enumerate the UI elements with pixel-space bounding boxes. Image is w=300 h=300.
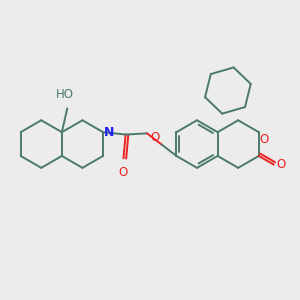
Text: O: O — [150, 130, 160, 144]
Text: HO: HO — [56, 88, 74, 101]
Text: O: O — [119, 166, 128, 179]
Text: O: O — [276, 158, 285, 171]
Text: O: O — [260, 133, 269, 146]
Text: N: N — [104, 126, 115, 139]
